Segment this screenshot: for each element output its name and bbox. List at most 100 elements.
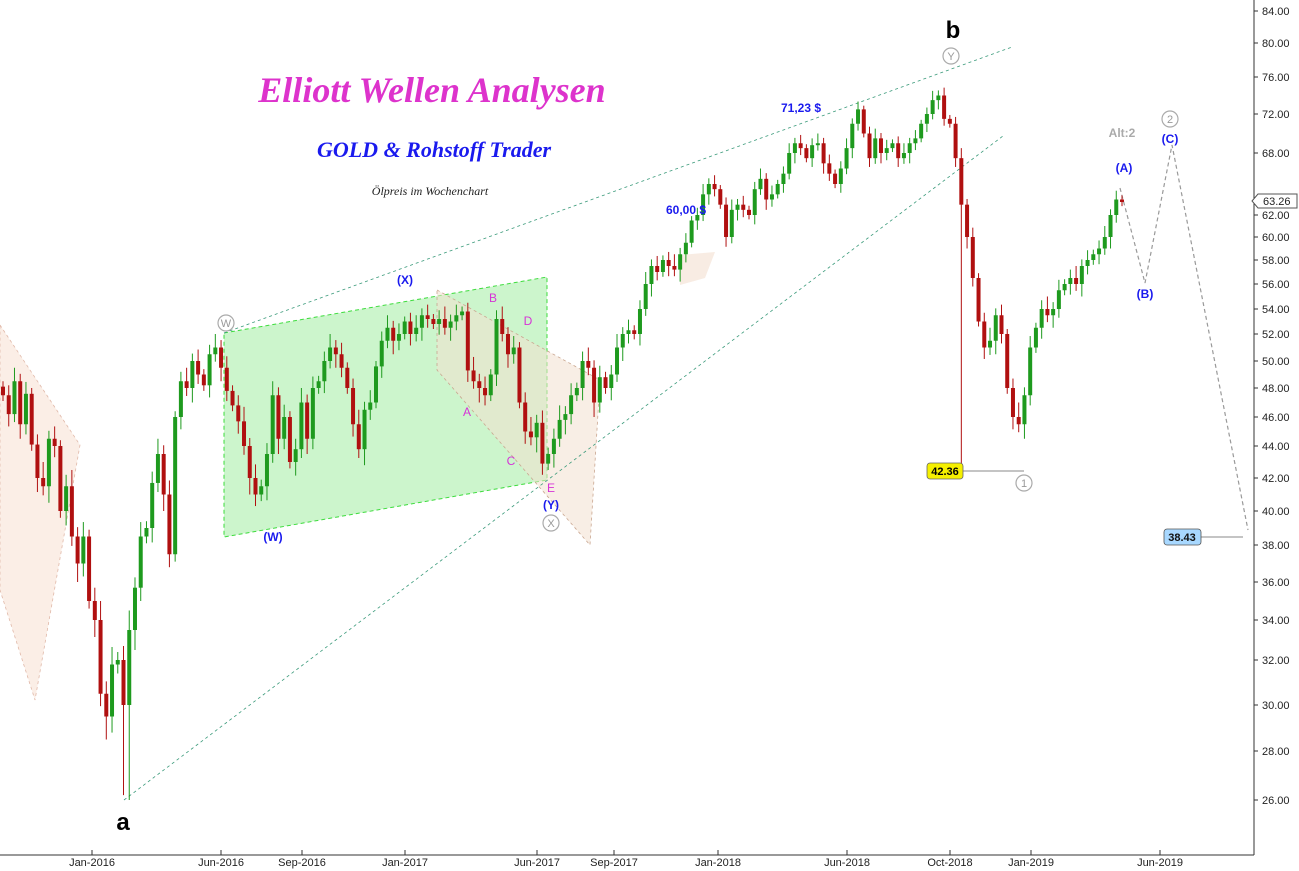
wave-a-label: a [116, 809, 130, 836]
candle-body [936, 95, 941, 101]
wave-A-small: A [463, 405, 471, 419]
candle-body [305, 402, 310, 439]
candle-body [207, 354, 212, 386]
candle-body [110, 664, 115, 717]
y-tick-label: 34.00 [1262, 615, 1290, 627]
candle-body [609, 374, 614, 388]
chart-subtitle: GOLD & Rohstoff Trader [317, 137, 552, 162]
candle-body [69, 486, 74, 537]
candle-body [764, 178, 769, 200]
candle-body [655, 266, 660, 272]
candle-body [132, 587, 137, 630]
left-triangle-shade [0, 324, 81, 701]
candle-body [867, 133, 872, 159]
projection-path [1119, 144, 1249, 531]
candle-body [368, 402, 373, 410]
candle-body [29, 393, 34, 445]
candle-body [333, 347, 338, 355]
circle-W: W [217, 314, 235, 332]
candle-body [104, 693, 109, 717]
y-tick-label: 42.00 [1262, 473, 1290, 485]
candle-body [528, 431, 533, 438]
circle-Y: Y [942, 47, 960, 65]
candle-body [92, 601, 97, 620]
candle-body [144, 528, 149, 537]
candle-body [339, 354, 344, 368]
wave-b-label: b [946, 17, 961, 44]
svg-text:Y: Y [947, 51, 955, 63]
candles [1, 87, 1124, 800]
y-tick-label: 28.00 [1262, 746, 1290, 758]
target-box: 38.43 [1163, 528, 1202, 546]
candle-body [442, 319, 447, 328]
candle-body [993, 315, 998, 341]
candle-body [81, 536, 86, 564]
y-tick-label: 62.00 [1262, 210, 1290, 222]
candle-body [494, 319, 499, 375]
x-tick-label: Jan-2017 [382, 857, 428, 869]
candle-body [488, 374, 493, 396]
candle-body [276, 395, 281, 439]
small-shade [680, 252, 715, 285]
candle-body [821, 143, 826, 164]
candle-body [351, 388, 356, 425]
candle-body [833, 173, 838, 184]
candle-body [471, 370, 476, 382]
x-tick-label: Jun-2018 [824, 857, 870, 869]
candle-body [781, 173, 786, 184]
candle-body [1091, 254, 1096, 260]
candle-body [901, 153, 906, 159]
candle-body [408, 321, 413, 334]
candle-body [551, 438, 556, 454]
candle-body [500, 319, 505, 334]
candle-body [35, 444, 40, 478]
candle-body [1068, 278, 1073, 284]
x-tick-label: Jun-2019 [1137, 857, 1183, 869]
candle-body [517, 347, 522, 403]
candle-body [1045, 309, 1050, 316]
candle-body [259, 486, 264, 495]
candle-body [64, 486, 69, 511]
candle-body [959, 158, 964, 205]
candle-body [712, 184, 717, 190]
candle-body [465, 311, 470, 371]
candle-body [1039, 309, 1044, 328]
circle-2: 2 [1161, 110, 1179, 128]
candle-body [626, 330, 631, 334]
candle-body [787, 153, 792, 174]
candle-body [724, 204, 729, 237]
x-tick-label: Sep-2017 [590, 857, 638, 869]
candle-body [1114, 199, 1119, 215]
candle-body [718, 189, 723, 205]
candle-body [896, 143, 901, 159]
candle-body [270, 395, 275, 454]
svg-text:1: 1 [1021, 478, 1027, 490]
candle-body [264, 454, 269, 487]
candle-body [878, 138, 883, 153]
candle-body [328, 347, 333, 361]
candle-body [1062, 284, 1067, 291]
wave-C-big: (C) [1162, 132, 1179, 146]
candle-body [815, 143, 820, 146]
candle-body [701, 194, 706, 215]
candle-body [884, 148, 889, 153]
last-price-marker: 63.26 [1251, 193, 1298, 209]
candle-body [201, 374, 206, 386]
wave-W-label: (W) [263, 530, 282, 544]
triangle-shade [436, 289, 601, 546]
candle-body [597, 377, 602, 403]
candle-body [178, 381, 183, 417]
candle-body [345, 367, 350, 388]
lower-trendline [123, 135, 1004, 801]
candle-body [580, 361, 585, 388]
low-box: 42.36 [926, 462, 964, 480]
candle-body [546, 454, 551, 464]
y-tick-label: 26.00 [1262, 795, 1290, 807]
y-axis: 26.00 28.00 30.00 32.00 34.00 36.00 38.00 40.00… [1254, 6, 1290, 807]
candle-body [976, 278, 981, 322]
candle-body [689, 220, 694, 243]
candle-body [190, 361, 195, 388]
candle-body [838, 168, 843, 184]
candle-body [483, 388, 488, 396]
x-tick-label: Jun-2016 [198, 857, 244, 869]
